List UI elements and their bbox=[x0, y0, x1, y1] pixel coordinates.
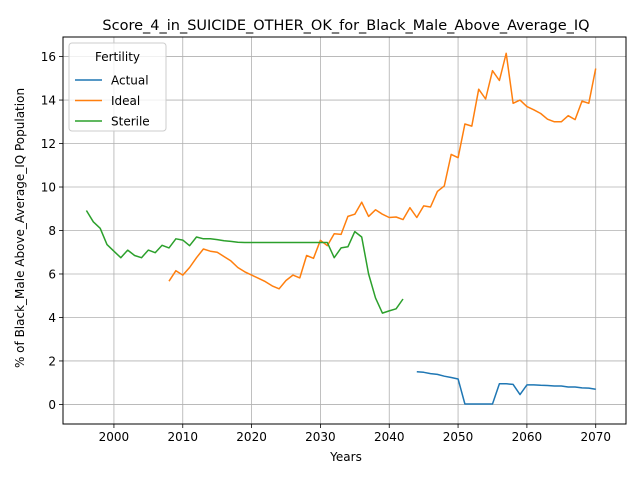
x-tick-label: 2030 bbox=[305, 430, 336, 444]
x-tick-label: 2070 bbox=[580, 430, 611, 444]
y-tick-label: 4 bbox=[48, 311, 56, 325]
y-tick-label: 12 bbox=[41, 137, 56, 151]
x-tick-label: 2060 bbox=[512, 430, 543, 444]
legend-label-sterile: Sterile bbox=[111, 115, 150, 129]
legend: Fertility Actual Ideal Sterile bbox=[69, 43, 166, 131]
legend-title: Fertility bbox=[95, 50, 140, 64]
x-tick-label: 2040 bbox=[374, 430, 405, 444]
x-tick-label: 2050 bbox=[443, 430, 474, 444]
x-tick-label: 2010 bbox=[167, 430, 198, 444]
legend-label-ideal: Ideal bbox=[111, 94, 140, 108]
y-tick-label: 6 bbox=[48, 267, 56, 281]
y-axis-label: % of Black_Male Above_Average_IQ Populat… bbox=[13, 88, 27, 368]
y-tick-label: 14 bbox=[41, 94, 56, 108]
y-tick-label: 8 bbox=[48, 224, 56, 238]
y-tick-label: 2 bbox=[48, 354, 56, 368]
legend-label-actual: Actual bbox=[111, 74, 149, 88]
x-axis-label: Years bbox=[329, 450, 362, 464]
x-tick-label: 2020 bbox=[236, 430, 267, 444]
y-tick-label: 10 bbox=[41, 181, 56, 195]
x-tick-label: 2000 bbox=[99, 430, 130, 444]
chart-title: Score_4_in_SUICIDE_OTHER_OK_for_Black_Ma… bbox=[102, 18, 589, 34]
y-tick-label: 16 bbox=[41, 50, 56, 64]
y-tick-label: 0 bbox=[48, 398, 56, 412]
